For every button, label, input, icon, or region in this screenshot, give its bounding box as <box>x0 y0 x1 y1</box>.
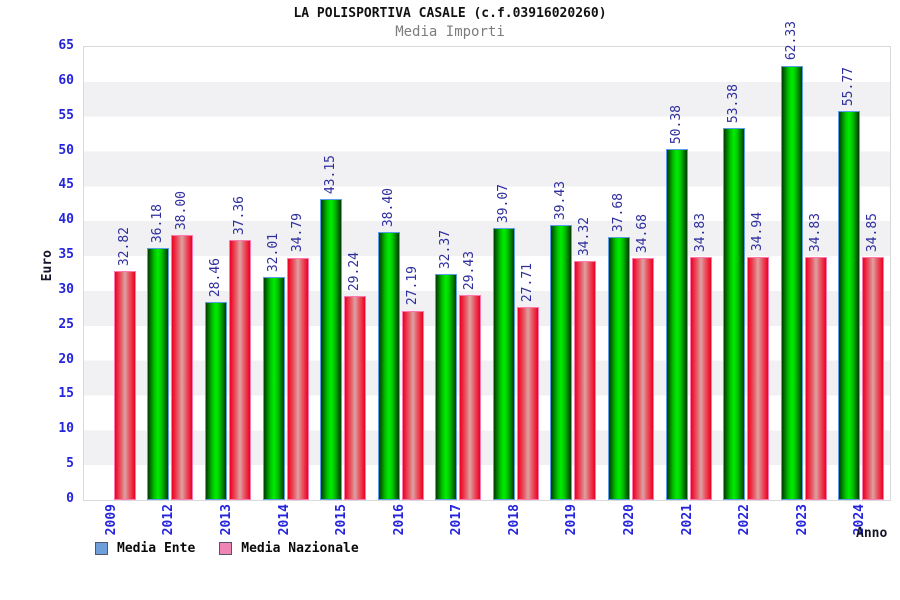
x-tick-label: 2023 <box>794 504 810 536</box>
x-tick-label: 2014 <box>276 504 292 536</box>
x-axis-title: Anno <box>856 526 888 541</box>
bar-media-ente <box>204 301 227 500</box>
bar-media-nazionale <box>286 257 309 500</box>
bar-value-label: 34.32 <box>577 216 593 256</box>
bar-value-label: 32.82 <box>116 227 132 267</box>
bar-media-nazionale <box>631 258 654 500</box>
bar-media-nazionale <box>689 257 712 500</box>
bar-value-label: 39.43 <box>553 181 569 221</box>
bar-value-label: 29.43 <box>462 250 478 290</box>
bar-media-ente <box>262 276 285 500</box>
media-ente-swatch-icon <box>95 542 108 555</box>
bar-value-label: 62.33 <box>783 21 799 61</box>
bar-media-ente <box>838 111 861 500</box>
bar-value-label: 28.46 <box>207 257 223 297</box>
y-tick-label: 10 <box>58 421 74 437</box>
bar-value-label: 53.38 <box>726 83 742 123</box>
bar-media-ente <box>780 65 803 500</box>
bar-value-label: 34.68 <box>634 214 650 254</box>
bar-media-ente <box>320 199 343 500</box>
x-tick-label: 2019 <box>564 504 580 536</box>
bar-media-nazionale <box>113 271 136 500</box>
bar-media-nazionale <box>344 296 367 500</box>
bar-value-label: 37.68 <box>610 193 626 233</box>
bar-value-label: 34.85 <box>865 212 881 253</box>
bar-media-nazionale <box>747 256 770 500</box>
media-nazionale-swatch-icon <box>219 542 233 555</box>
x-tick-label: 2012 <box>161 504 177 536</box>
bar-value-label: 38.00 <box>174 191 190 231</box>
y-tick-label: 0 <box>66 491 74 506</box>
y-axis-ticks: 0 5 10 15 20 25 30 35 40 45 50 55 60 65 <box>0 38 76 506</box>
x-tick-label: 2013 <box>218 504 234 536</box>
chart-title: LA POLISPORTIVA CASALE (c.f.03916020260) <box>293 6 607 21</box>
y-tick-label: 5 <box>66 456 74 472</box>
bar-value-label: 29.24 <box>347 252 363 292</box>
bar-media-nazionale <box>171 235 194 500</box>
bar-value-label: 39.07 <box>495 183 511 223</box>
bar-media-ente <box>492 227 515 500</box>
x-tick-label: 2017 <box>449 504 465 536</box>
bar-value-label: 32.01 <box>265 232 281 272</box>
plot-area: 32.82 36.18 38.00 28.46 37.36 32.01 34.79 43.15… <box>83 21 891 501</box>
y-tick-label: 40 <box>58 212 74 228</box>
chart-subtitle: Media Importi <box>395 24 505 40</box>
bar-media-nazionale <box>516 306 539 500</box>
bar-media-nazionale <box>574 260 597 500</box>
bar-value-label: 37.36 <box>231 195 247 235</box>
bar-value-label: 36.18 <box>150 203 166 243</box>
y-tick-label: 55 <box>58 107 74 123</box>
bar-media-nazionale <box>401 310 424 500</box>
bar-media-nazionale <box>459 294 482 500</box>
legend-item-media-ente: Media Ente <box>95 541 195 556</box>
y-tick-label: 15 <box>58 386 74 402</box>
x-tick-label: 2009 <box>103 504 119 536</box>
x-tick-label: 2020 <box>621 504 637 536</box>
y-tick-label: 20 <box>58 351 74 367</box>
legend: Media Ente Media Nazionale <box>95 541 359 556</box>
y-tick-label: 35 <box>58 247 74 263</box>
bar-value-label: 27.71 <box>519 262 535 302</box>
bar-media-nazionale <box>804 257 827 500</box>
bar-value-label: 34.83 <box>692 213 708 253</box>
y-tick-label: 65 <box>58 38 74 53</box>
bar-value-label: 34.79 <box>289 213 305 253</box>
y-tick-label: 45 <box>58 177 74 193</box>
bar-value-label: 50.38 <box>668 104 684 144</box>
bar-media-ente <box>550 225 573 500</box>
bar-value-label: 34.94 <box>750 212 766 252</box>
y-tick-label: 60 <box>58 72 74 88</box>
bar-media-ente <box>665 148 688 500</box>
bar-media-ente <box>723 127 746 500</box>
bar-media-ente <box>607 237 630 500</box>
y-tick-label: 50 <box>58 142 74 158</box>
y-tick-label: 30 <box>58 281 74 297</box>
legend-label-media-ente: Media Ente <box>117 541 196 556</box>
x-tick-label: 2015 <box>334 504 350 536</box>
x-tick-label: 2018 <box>506 504 522 536</box>
bar-media-ente <box>435 274 458 500</box>
bar-value-label: 27.19 <box>404 266 420 306</box>
x-tick-label: 2021 <box>679 504 695 536</box>
y-tick-label: 25 <box>58 316 74 332</box>
bar-value-label: 34.83 <box>807 213 823 253</box>
bar-media-ente <box>147 247 170 500</box>
bar-media-nazionale <box>862 257 885 500</box>
bar-value-label: 38.40 <box>380 188 396 228</box>
x-tick-label: 2022 <box>737 504 753 536</box>
legend-item-media-nazionale: Media Nazionale <box>219 541 359 556</box>
bar-media-nazionale <box>228 239 251 500</box>
legend-label-media-nazionale: Media Nazionale <box>241 541 359 556</box>
bar-media-ente <box>377 232 400 500</box>
bar-value-label: 32.37 <box>438 230 454 270</box>
bar-value-label: 55.77 <box>841 67 857 107</box>
bar-value-label: 43.15 <box>323 155 339 195</box>
x-tick-label: 2016 <box>391 504 407 536</box>
